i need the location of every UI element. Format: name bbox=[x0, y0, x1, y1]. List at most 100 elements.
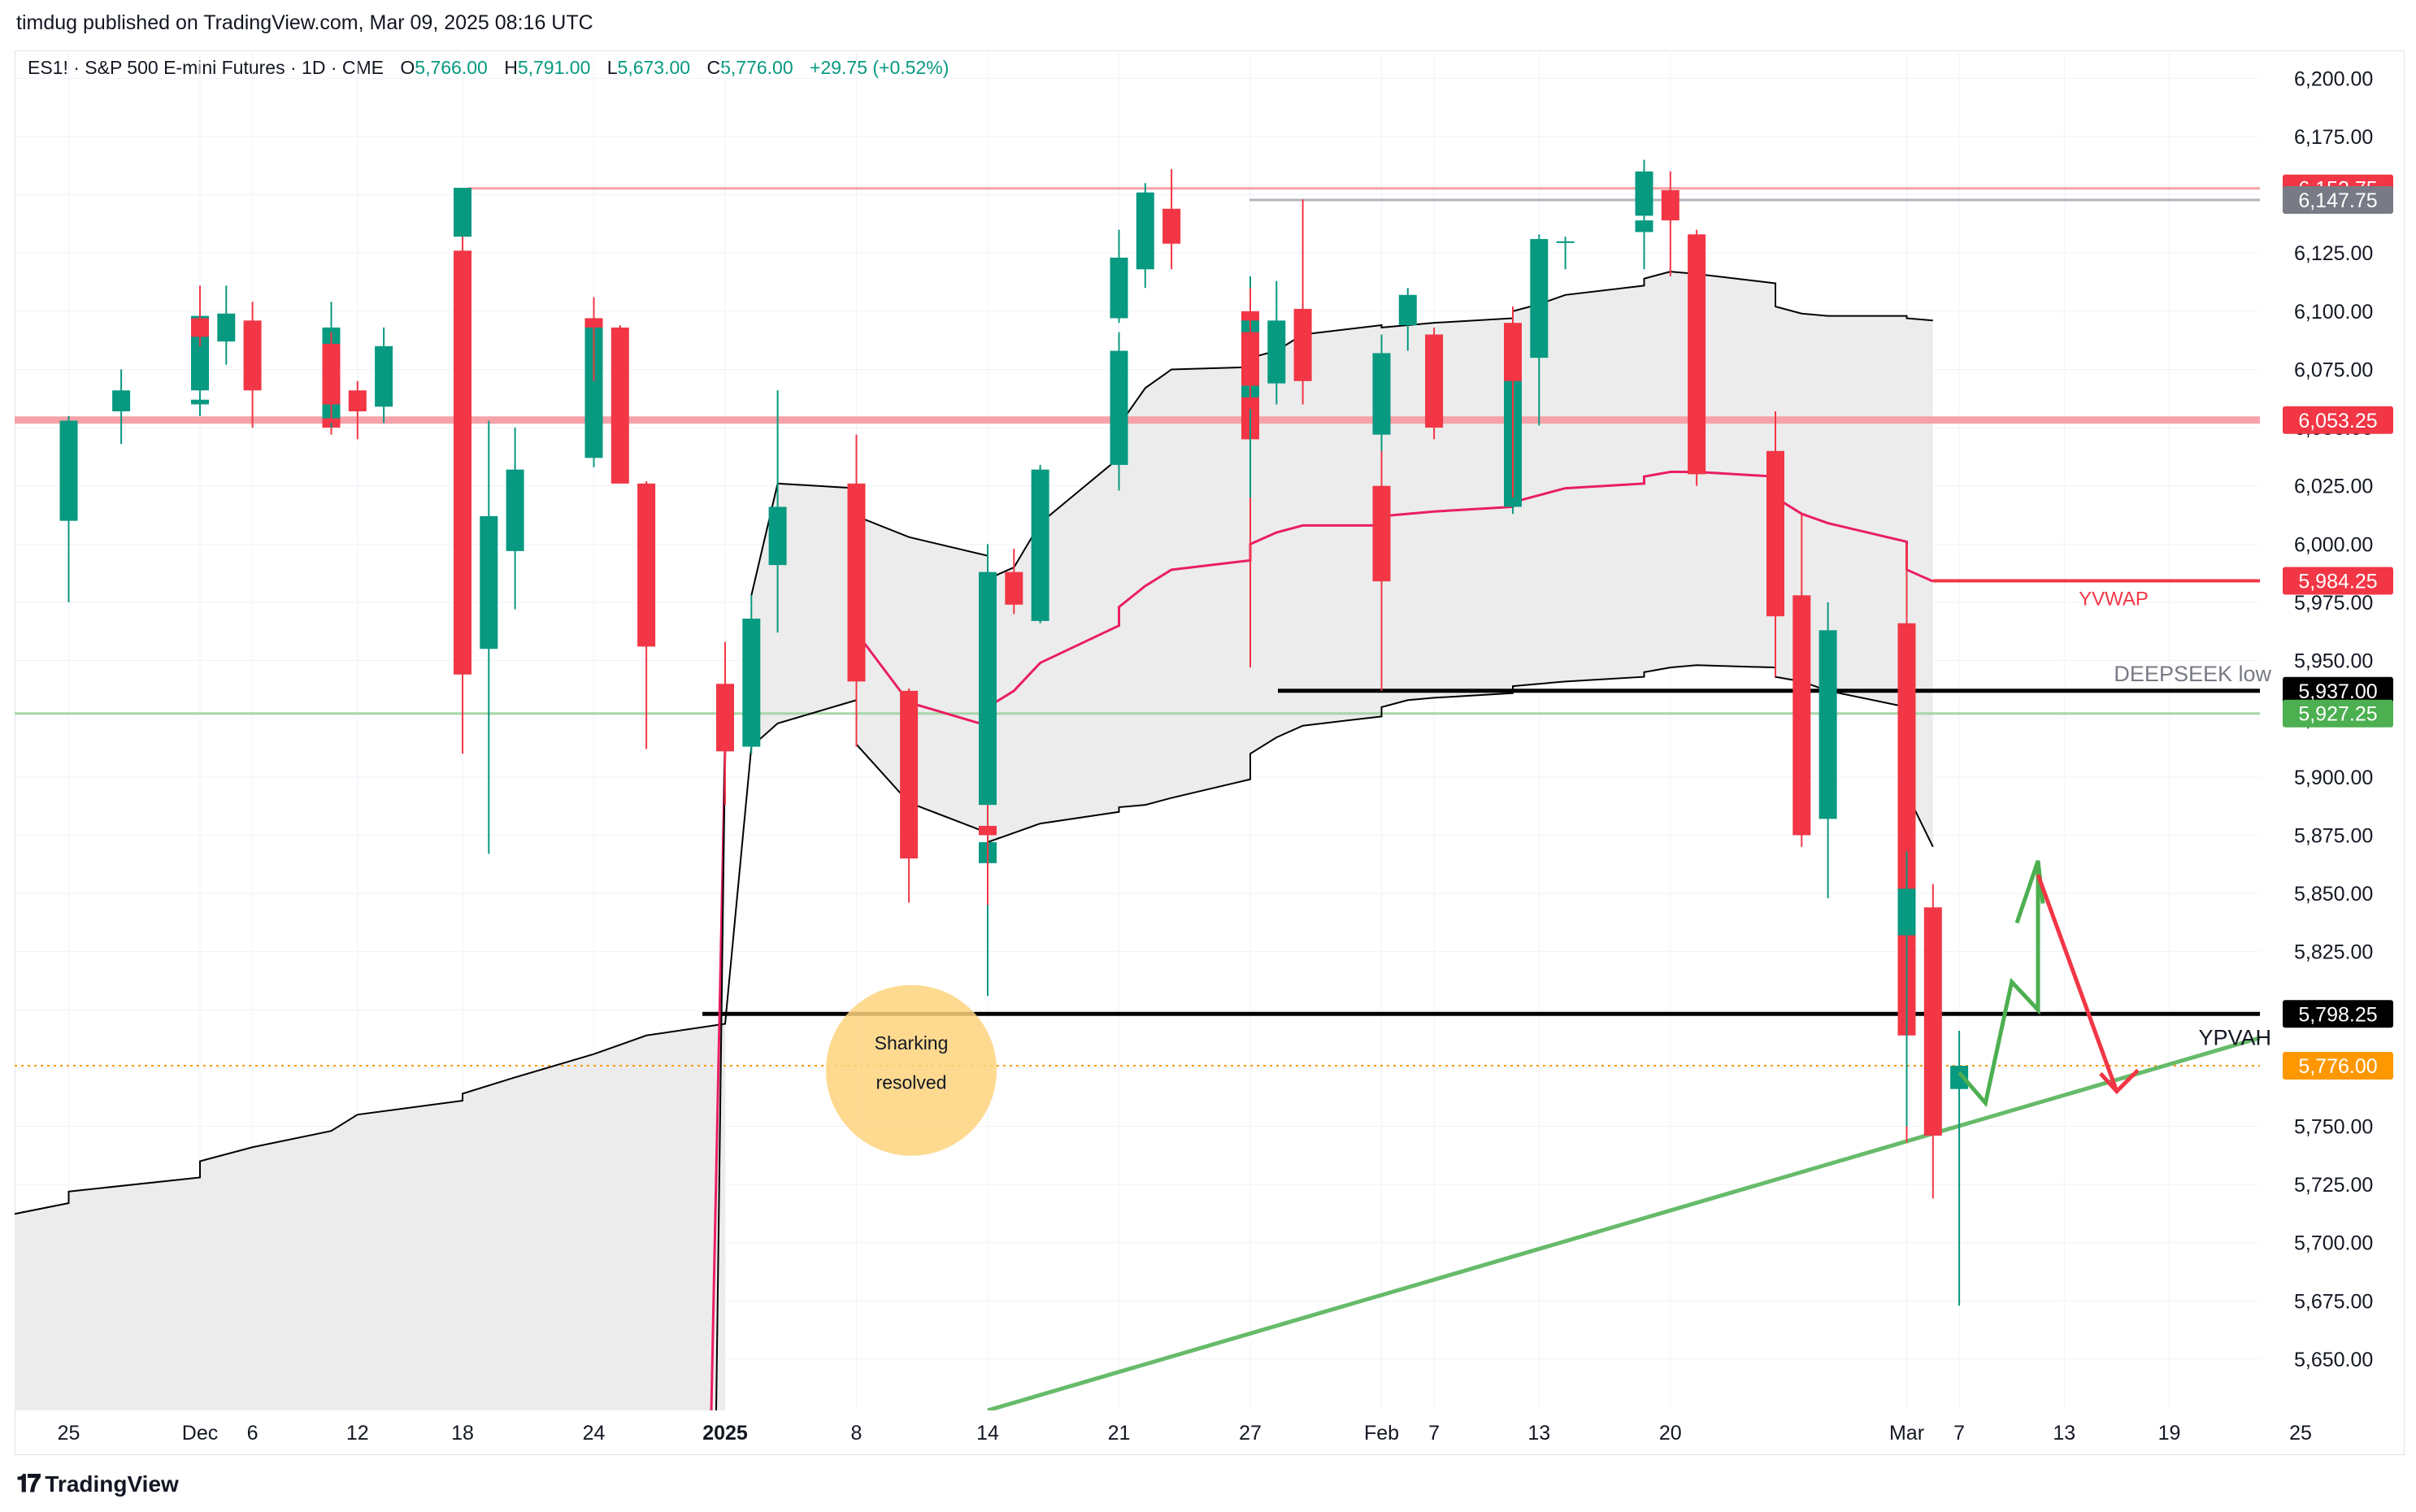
candle bbox=[1661, 171, 1679, 276]
candle bbox=[1241, 288, 1259, 410]
candle bbox=[1556, 237, 1575, 270]
candle bbox=[637, 480, 656, 749]
sharking-highlight bbox=[826, 984, 997, 1156]
yvwap-label: YVWAP bbox=[2079, 588, 2149, 610]
candle-body bbox=[1372, 353, 1391, 435]
candle-body bbox=[1897, 623, 1916, 868]
candle bbox=[742, 595, 761, 754]
y-tick-label: 6,125.00 bbox=[2294, 242, 2373, 265]
candle-body bbox=[1110, 350, 1128, 465]
candle-body bbox=[1372, 485, 1391, 582]
candle-body bbox=[1241, 332, 1259, 386]
price-tag-bg bbox=[2283, 699, 2393, 728]
candle-body bbox=[584, 318, 603, 328]
candle-body bbox=[847, 651, 866, 682]
candle bbox=[1136, 183, 1154, 289]
candle-body bbox=[768, 506, 787, 566]
candle bbox=[1635, 159, 1653, 235]
price-tag: 5,927.25 bbox=[2283, 699, 2393, 728]
candle-body bbox=[375, 345, 393, 407]
candle-body bbox=[59, 420, 78, 515]
candle-body bbox=[716, 693, 734, 752]
candle bbox=[348, 380, 367, 440]
candle-body bbox=[506, 469, 524, 551]
candle bbox=[1372, 334, 1391, 451]
tradingview-logo[interactable]: 𝟏𝟕 TradingView bbox=[16, 1470, 179, 1498]
sharking-label: Sharking bbox=[875, 1032, 949, 1054]
change-value: +29.75 (+0.52%) bbox=[810, 57, 949, 78]
candle bbox=[1005, 549, 1023, 615]
candle-body bbox=[1897, 889, 1916, 936]
x-tick-label: 19 bbox=[2158, 1422, 2181, 1445]
y-tick-label: 6,075.00 bbox=[2294, 358, 2373, 381]
deepseek-low-label: DEEPSEEK low bbox=[2114, 662, 2271, 686]
candle-body bbox=[1293, 308, 1312, 381]
price-tag-label: 6,053.25 bbox=[2298, 410, 2377, 432]
price-tag: 5,798.25 bbox=[2283, 1000, 2393, 1028]
y-tick-label: 5,950.00 bbox=[2294, 650, 2373, 673]
price-tag: 6,053.25 bbox=[2283, 406, 2393, 434]
candle-body bbox=[1766, 450, 1784, 545]
tradingview-brand: TradingView bbox=[45, 1471, 179, 1497]
candle-body bbox=[1819, 630, 1837, 819]
candle-body bbox=[979, 571, 997, 806]
y-tick-label: 5,700.00 bbox=[2294, 1232, 2373, 1255]
x-tick-label: 2025 bbox=[702, 1422, 748, 1445]
close-value: 5,776.00 bbox=[720, 57, 793, 78]
x-tick-label: 25 bbox=[58, 1422, 80, 1445]
x-tick-label: 24 bbox=[583, 1422, 606, 1445]
y-tick-label: 5,850.00 bbox=[2294, 883, 2373, 906]
high-label: H bbox=[504, 57, 518, 78]
candle bbox=[217, 285, 236, 365]
candle bbox=[454, 630, 471, 684]
high-value: 5,791.00 bbox=[517, 57, 591, 78]
y-tick-label: 5,825.00 bbox=[2294, 941, 2373, 964]
candle bbox=[1398, 288, 1417, 351]
y-tick-label: 6,175.00 bbox=[2294, 126, 2373, 149]
projection-down-arrowhead bbox=[2099, 1068, 2140, 1095]
price-tag: 6,147.75 bbox=[2283, 186, 2393, 215]
candle-body bbox=[243, 320, 262, 391]
candle bbox=[1688, 229, 1706, 486]
close-label: C bbox=[706, 57, 721, 78]
candle-body bbox=[1162, 208, 1181, 244]
candle bbox=[322, 332, 341, 424]
candle-body bbox=[348, 390, 367, 412]
y-tick-label: 5,875.00 bbox=[2294, 824, 2373, 847]
candle-body bbox=[1504, 323, 1522, 381]
low-label: L bbox=[606, 57, 618, 78]
candle-body bbox=[112, 390, 131, 412]
candle bbox=[1923, 884, 1942, 1199]
candle-body bbox=[1635, 171, 1653, 216]
price-tag: 5,776.00 bbox=[2283, 1052, 2393, 1080]
candle-body bbox=[217, 313, 236, 342]
price-tag-label: 5,984.25 bbox=[2298, 570, 2377, 593]
candle bbox=[1819, 602, 1837, 898]
y-tick-label: 6,200.00 bbox=[2294, 67, 2373, 90]
candle-body bbox=[1398, 294, 1417, 326]
plot-area: Sharking resolved YVWAP bbox=[15, 50, 2260, 1410]
price-tag-label: 5,798.25 bbox=[2298, 1003, 2377, 1026]
y-tick-label: 6,000.00 bbox=[2294, 533, 2373, 556]
candle bbox=[1425, 327, 1444, 440]
open-label: O bbox=[400, 57, 415, 78]
x-tick-label: 27 bbox=[1239, 1422, 1262, 1445]
candle-body bbox=[1530, 239, 1549, 358]
symbol-name[interactable]: ES1! · S&P 500 E-mini Futures · 1D · CME bbox=[28, 57, 384, 78]
y-tick-label: 5,675.00 bbox=[2294, 1290, 2373, 1313]
candle bbox=[480, 420, 498, 854]
price-tag-label: 5,927.25 bbox=[2298, 703, 2377, 726]
candle bbox=[1110, 332, 1128, 491]
candle-body bbox=[900, 690, 919, 859]
low-value: 5,673.00 bbox=[617, 57, 691, 78]
candle-body bbox=[480, 515, 498, 650]
price-tag-label: 6,147.75 bbox=[2298, 189, 2377, 212]
x-tick-label: 20 bbox=[1659, 1422, 1682, 1445]
candle bbox=[1293, 199, 1312, 405]
candle-body bbox=[1136, 192, 1154, 270]
price-tag-bg bbox=[2283, 1052, 2393, 1080]
open-value: 5,766.00 bbox=[415, 57, 488, 78]
candle bbox=[243, 302, 262, 428]
sharking-label: resolved bbox=[876, 1072, 947, 1093]
